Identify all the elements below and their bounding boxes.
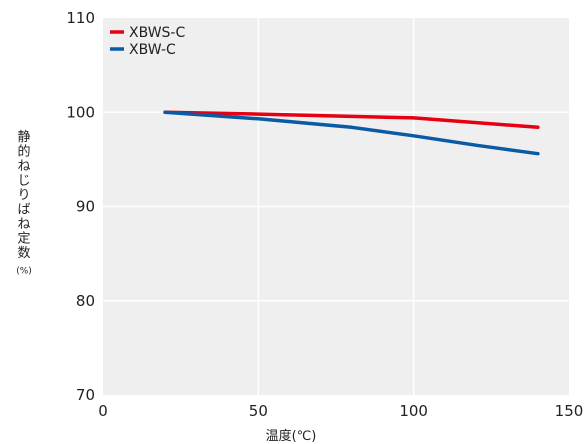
x-tick-label: 50 — [249, 402, 268, 420]
series-line-xbws-c — [163, 110, 540, 130]
y-axis-ticks: 70 80 90 100 110 — [66, 9, 95, 404]
y-axis-title-char: 静 — [17, 130, 30, 145]
x-axis-ticks: 0 50 100 150 — [98, 402, 583, 420]
x-tick-label: 100 — [399, 402, 428, 420]
y-tick-label: 100 — [66, 103, 95, 121]
y-tick-label: 80 — [76, 292, 95, 310]
grid-lines — [103, 18, 569, 395]
series-lines — [163, 110, 540, 156]
y-axis-title-char: ば — [17, 203, 30, 218]
x-tick-label: 0 — [98, 402, 108, 420]
y-axis-title-char: 数 — [17, 246, 30, 261]
y-tick-label: 90 — [76, 198, 95, 216]
y-tick-label: 110 — [66, 9, 95, 27]
x-axis-title: 温度(℃) — [266, 428, 317, 444]
y-axis-title-char: 定 — [17, 232, 30, 247]
y-axis-title-char: じ — [17, 174, 30, 189]
y-axis-title-char: 的 — [17, 144, 30, 160]
legend-label: XBWS-C — [129, 25, 185, 41]
y-axis-title-char: ね — [17, 217, 30, 232]
y-axis-unit: (%) — [16, 267, 32, 277]
legend-label: XBW-C — [129, 42, 176, 58]
y-axis-title-char: ね — [17, 159, 30, 174]
y-axis-title-char: り — [17, 188, 30, 203]
series-line-xbw-c — [163, 110, 540, 156]
y-tick-label: 70 — [76, 386, 95, 404]
x-tick-label: 150 — [555, 402, 584, 420]
